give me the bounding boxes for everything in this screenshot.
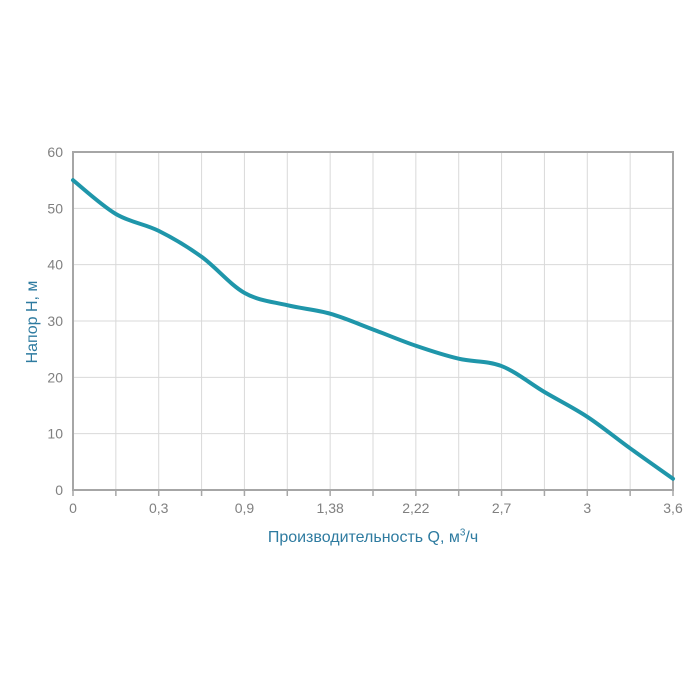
x-axis-title-text: Производительность Q, м: [267, 529, 460, 546]
x-tick-label: 0: [69, 500, 77, 516]
gridlines: [73, 152, 673, 490]
y-axis-title-text: Напор H, м: [24, 280, 41, 364]
x-tick-label: 2,7: [492, 500, 512, 516]
y-axis-title: Напор H, м: [24, 281, 42, 364]
y-tick-label: 60: [47, 144, 63, 160]
x-tick-labels: 0 0,3 0,9 1,38 2,22 2,7 3 3,6: [69, 500, 683, 516]
y-tick-labels: 0 10 20 30 40 50 60: [47, 144, 63, 498]
x-tick-label: 0,3: [149, 500, 169, 516]
y-tick-label: 0: [55, 482, 63, 498]
x-tick-label: 3,6: [663, 500, 683, 516]
pump-curve: [71, 178, 675, 481]
y-tick-label: 10: [47, 426, 63, 442]
plot-frame: [72, 151, 674, 491]
x-tick-label: 1,38: [317, 500, 344, 516]
x-axis-title: Производительность Q, м3/ч: [73, 527, 673, 547]
y-tick-label: 20: [47, 369, 63, 385]
x-tick-label: 0,9: [235, 500, 255, 516]
y-tick-label: 40: [47, 257, 63, 273]
x-axis-title-superscript: 3: [459, 527, 466, 539]
y-tick-label: 30: [47, 313, 63, 329]
x-axis-ticks: [72, 491, 674, 496]
x-tick-label: 2,22: [402, 500, 429, 516]
x-axis-title-unit: /ч: [465, 529, 479, 546]
x-tick-label: 3: [583, 500, 591, 516]
y-tick-label: 50: [47, 200, 63, 216]
